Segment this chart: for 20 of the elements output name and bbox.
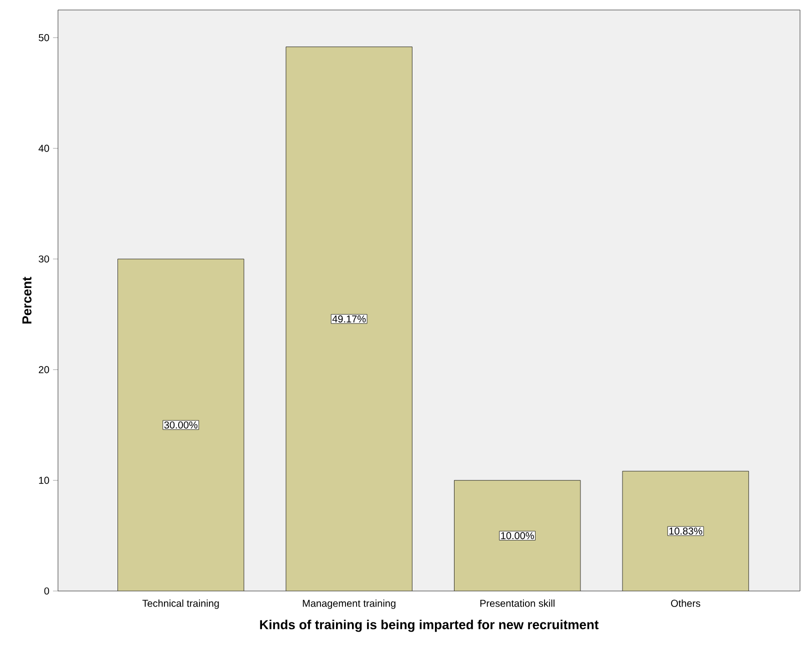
bar bbox=[118, 258, 244, 591]
bar bbox=[622, 470, 749, 591]
bar bbox=[454, 480, 581, 591]
x-axis-title: Kinds of training is being imparted for new recruitment bbox=[260, 620, 599, 632]
data-label: 49.17% bbox=[332, 315, 366, 322]
data-label: 10.00% bbox=[501, 532, 534, 540]
y-tick-label: 10 bbox=[39, 476, 50, 484]
y-tick-label: 40 bbox=[38, 144, 50, 152]
x-tick-label: Others bbox=[671, 600, 700, 607]
y-axis-title: Percent bbox=[22, 276, 32, 324]
data-label: 30.00% bbox=[164, 421, 198, 429]
y-tick-label: 20 bbox=[38, 366, 50, 374]
data-label: 10.83% bbox=[669, 528, 702, 535]
y-tick-label: 50 bbox=[38, 34, 50, 42]
x-tick-label: Presentation skill bbox=[480, 600, 554, 607]
y-tick-label: 30 bbox=[38, 255, 50, 263]
x-tick-label: Technical training bbox=[142, 600, 219, 609]
bar bbox=[286, 46, 412, 591]
x-tick-label: Management training bbox=[302, 600, 396, 609]
y-tick-label: 0 bbox=[44, 587, 50, 595]
